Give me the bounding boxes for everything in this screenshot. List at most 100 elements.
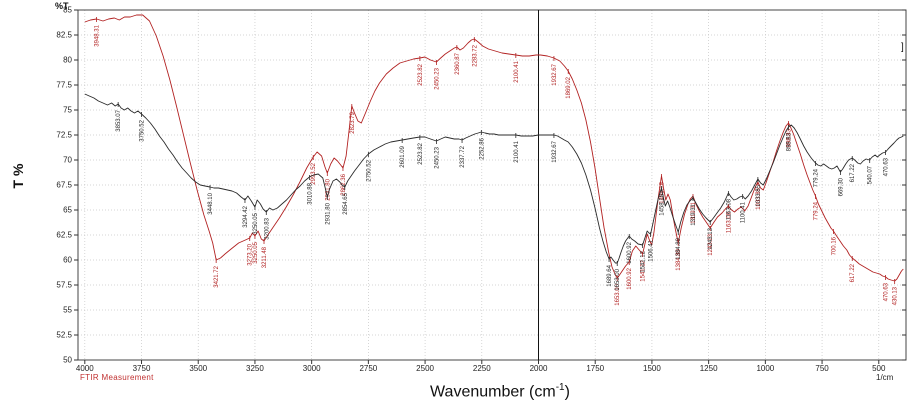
x-tick-label: 3750 — [133, 364, 151, 373]
peak-label: 1458.18 — [659, 193, 665, 215]
peak-label: 470.63 — [884, 282, 890, 301]
peak-label: 2360.87 — [455, 52, 461, 74]
y-tick-label: 77.5 — [56, 81, 72, 90]
series-red-spectrum-path — [84, 14, 904, 282]
y-axis-title: T % — [10, 163, 26, 189]
peak-label: 430.13 — [893, 286, 899, 305]
x-tick-label: 1250 — [700, 364, 718, 373]
x-tick-label: 1750 — [586, 364, 604, 373]
x-axis-title-text: Wavenumber (cm — [430, 383, 556, 401]
y-tick-label: 75 — [63, 106, 72, 115]
peak-label: 3750.52 — [140, 119, 146, 141]
ftir-measurement-label: FTIR Measurement — [80, 373, 154, 382]
peak-label: 1319.31 — [691, 201, 697, 223]
peak-label: 617.22 — [850, 263, 856, 282]
peak-label: 2854.65 — [343, 192, 349, 214]
x-axis-title: Wavenumber (cm-1) — [90, 382, 910, 401]
y-tick-label: 60 — [63, 256, 72, 265]
peak-label: 3211.48 — [262, 246, 268, 268]
peak-label: 779.24 — [813, 168, 819, 187]
y-tick-label: 85 — [63, 6, 72, 15]
peak-label: 1600.92 — [627, 241, 633, 263]
peak-label: 1243.13 — [708, 227, 714, 249]
peak-label: 1243.13 — [708, 233, 714, 255]
y-tick-label: 55 — [63, 306, 72, 315]
x-tick-label: 3250 — [246, 364, 264, 373]
x-tick-label: 3000 — [303, 364, 321, 373]
peak-label: 3448.10 — [208, 192, 214, 214]
peak-label: 3273.20 — [248, 243, 254, 265]
x-tick-label: 2750 — [359, 364, 377, 373]
peak-label: 1033.85 — [756, 187, 762, 209]
peak-label: 1033.85 — [756, 184, 762, 206]
y-tick-label: 57.5 — [56, 281, 72, 290]
peak-label: 898.83 — [786, 132, 792, 151]
peak-label: 2750.52 — [366, 159, 372, 181]
peak-label: 1319.31 — [691, 203, 697, 225]
peak-label: 1163.08 — [726, 211, 732, 233]
x-tick-label: 1000 — [756, 364, 774, 373]
y-tick-label: 67.5 — [56, 181, 72, 190]
peak-label: 2523.82 — [418, 142, 424, 164]
peak-label: 2523.82 — [418, 63, 424, 85]
peak-label: 1100.41 — [741, 201, 747, 223]
peak-label: 2601.09 — [400, 145, 406, 167]
peak-label: 2450.23 — [434, 67, 440, 89]
peak-label: 1163.08 — [726, 198, 732, 220]
peak-label: 2862.36 — [341, 173, 347, 195]
x-tick-label: 2000 — [530, 364, 548, 373]
cursor-mark: ] — [901, 42, 904, 53]
peak-label: 1541.12 — [641, 250, 647, 272]
peak-label: 3200.83 — [264, 217, 270, 239]
x-tick-label: 750 — [815, 364, 829, 373]
peak-label: 1653.00 — [615, 268, 621, 290]
x-axis-title-close: ) — [564, 383, 570, 401]
peak-label: 3250.05 — [253, 241, 259, 263]
y-tick-label: 82.5 — [56, 31, 72, 40]
peak-label: 779.24 — [813, 201, 819, 220]
peak-label: 2100.41 — [514, 60, 520, 82]
peak-label: 3010.88 — [307, 182, 313, 204]
peak-label: 669.30 — [838, 177, 844, 196]
y-tick-label: 72.5 — [56, 131, 72, 140]
peak-label: 1506.41 — [649, 239, 655, 261]
y-tick-label: 50 — [63, 356, 72, 365]
peak-label: 470.63 — [884, 157, 890, 176]
peak-label: 3250.05 — [253, 212, 259, 234]
peak-label: 1932.67 — [552, 140, 558, 162]
peak-label: 3294.42 — [243, 205, 249, 227]
peak-label: 3421.72 — [214, 265, 220, 287]
y-tick-label: 80 — [63, 56, 72, 65]
y-tick-label: 52.5 — [56, 331, 72, 340]
peak-label: 1600.92 — [627, 267, 633, 289]
peak-label: 2931.80 — [325, 202, 331, 224]
y-tick-label: 62.5 — [56, 231, 72, 240]
series-black-spectrum-path — [84, 93, 904, 264]
peak-label: 1932.67 — [552, 63, 558, 85]
peak-label: 3853.07 — [116, 109, 122, 131]
peak-label: 1869.02 — [566, 76, 572, 98]
x-tick-label: 500 — [872, 364, 886, 373]
peak-label: 898.83 — [786, 128, 792, 147]
x-axis-title-sup: -1 — [555, 382, 565, 393]
peak-label: 3948.31 — [95, 24, 101, 46]
y-tick-label: 65 — [63, 206, 72, 215]
x-tick-label: 2500 — [416, 364, 434, 373]
peak-label: 2337.72 — [460, 145, 466, 167]
x-tick-label: 4000 — [76, 364, 94, 373]
peak-label: 1541.12 — [641, 259, 647, 281]
peak-label: 540.07 — [868, 165, 874, 184]
peak-label: 1653.00 — [615, 283, 621, 305]
x-tick-label: 3500 — [189, 364, 207, 373]
peak-label: 617.22 — [850, 163, 856, 182]
peak-label: 2100.41 — [514, 140, 520, 162]
peak-label: 1384.89 — [676, 237, 682, 259]
y-unit-label: %T — [55, 1, 69, 11]
peak-label: 700.16 — [831, 236, 837, 255]
x-tick-label: 1500 — [643, 364, 661, 373]
x-unit-label: 1/cm — [876, 373, 894, 382]
peak-label: 2993.52 — [311, 162, 317, 184]
y-tick-label: 70 — [63, 156, 72, 165]
